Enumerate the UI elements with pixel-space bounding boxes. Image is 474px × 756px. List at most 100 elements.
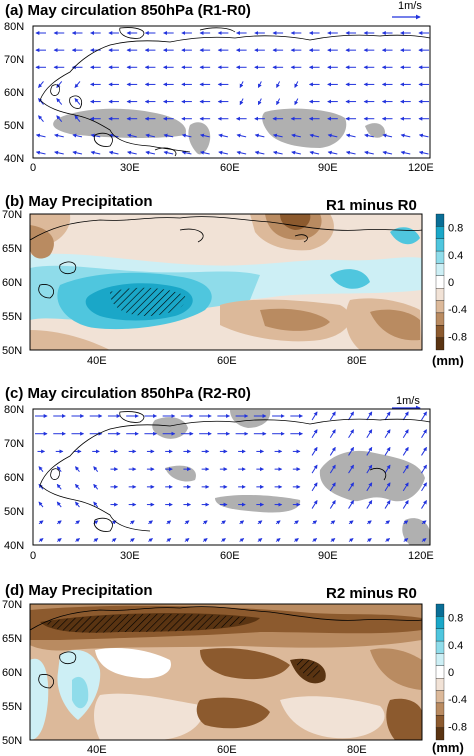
panel-b-label: R1 minus R0 (326, 197, 417, 214)
wind-vector (294, 538, 299, 543)
colorbar-swatch (435, 603, 445, 617)
wind-vector (54, 133, 64, 138)
panel-d-ytick-2: 60N (2, 667, 22, 679)
wind-vector (236, 133, 247, 138)
wind-vector (402, 464, 409, 474)
wind-vector (329, 464, 336, 474)
panel-a-ytick-2: 60N (4, 87, 24, 99)
wind-vector (38, 98, 44, 105)
wind-vector (93, 501, 99, 508)
wind-vector (309, 133, 320, 138)
wind-vector (254, 133, 265, 138)
panel-b-ytick-0: 70N (2, 209, 22, 221)
panel-d-ytick-4: 50N (2, 735, 22, 747)
panel-a-reference-vector: 1m/s (392, 0, 422, 20)
wind-vector (184, 538, 190, 543)
wind-vector (56, 483, 62, 490)
wind-vector (421, 520, 427, 525)
colorbar-tick-label: 0.8 (448, 613, 463, 625)
wind-vector (327, 133, 338, 138)
wind-vector (312, 538, 318, 543)
wind-vector (366, 446, 373, 456)
panel-b-colorbar: 0.8 0.4 0 -0.4 -0.8 (435, 213, 467, 351)
colorbar-swatch (435, 226, 445, 239)
wind-vector (199, 133, 210, 138)
wind-vector (366, 500, 373, 509)
panel-b-xtick-1: 60E (217, 355, 237, 367)
wind-vector (239, 81, 244, 89)
wind-vector (421, 538, 427, 543)
wind-vector (311, 482, 318, 492)
wind-vector (366, 464, 373, 474)
colorbar-tick-label: -0.4 (448, 304, 467, 316)
panel-d-ytick-3: 55N (2, 701, 22, 713)
panel-d-axes: 70N 65N 60N 55N 50N 40E 60E 80E (2, 599, 367, 756)
wind-vector (75, 520, 81, 525)
wind-vector (90, 150, 101, 155)
wind-vector (93, 483, 99, 490)
wind-vector (272, 150, 283, 155)
wind-vector (384, 411, 391, 421)
wind-vector (400, 150, 411, 155)
wind-vector (257, 538, 263, 543)
wind-vector (202, 520, 208, 525)
panel-b-ytick-4: 50N (2, 345, 22, 357)
wind-vector (421, 411, 427, 421)
panel-a-xtick-2: 60E (220, 162, 240, 174)
wind-vector (311, 464, 318, 474)
colorbar-swatch (435, 678, 445, 691)
wind-vector (236, 150, 247, 155)
wind-vector (345, 133, 356, 138)
wind-vector (145, 150, 156, 155)
wind-vector (384, 464, 391, 474)
colorbar-swatch (435, 300, 445, 314)
wind-vector (384, 429, 391, 438)
panel-b-axes: 70N 65N 60N 55N 50N 40E 60E 80E (2, 209, 367, 367)
wind-vector (348, 429, 354, 438)
colorbar-swatch (435, 628, 445, 642)
colorbar-swatch (435, 213, 445, 227)
wind-vector (56, 466, 62, 472)
wind-vector (38, 501, 44, 508)
wind-vector (385, 538, 391, 543)
wind-vector (54, 150, 64, 155)
panel-a-frame (32, 25, 431, 159)
panel-b: (b) May Precipitation R1 minus R0 (2, 193, 467, 368)
panel-a-title: (a) May circulation 850hPa (R1-R0) (5, 2, 251, 19)
wind-vector (108, 133, 119, 138)
wind-vector (327, 150, 338, 155)
panel-a-axes: 80N 70N 60N 50N 40N 0 30E 60E 90E 120E (4, 21, 434, 174)
wind-vector (418, 150, 429, 155)
colorbar-tick-label: 0.4 (448, 640, 463, 652)
wind-vector (35, 133, 46, 138)
panel-a-plot-area (33, 26, 430, 158)
wind-vector (221, 538, 226, 543)
wind-vector (38, 466, 44, 472)
colorbar-swatch (435, 616, 445, 629)
panel-c-coastlines (39, 411, 430, 532)
wind-vector (74, 81, 81, 88)
colorbar-tick-label: 0.8 (448, 223, 463, 235)
wind-vector (38, 483, 44, 490)
wind-vector (366, 520, 372, 525)
panel-a-xtick-3: 90E (318, 162, 338, 174)
wind-vector (272, 133, 283, 138)
wind-vector (366, 429, 373, 438)
panel-a: (a) May circulation 850hPa (R1-R0) 1m/s (4, 0, 434, 174)
wind-vector (311, 411, 318, 421)
wind-vector (166, 520, 172, 525)
colorbar-swatch (435, 238, 445, 252)
wind-vector (330, 538, 336, 543)
wind-vector (108, 150, 119, 155)
wind-vector (257, 81, 262, 89)
wind-vector (329, 500, 336, 509)
wind-vector (129, 520, 135, 525)
wind-vector (384, 446, 391, 456)
panel-c-ytick-3: 50N (4, 506, 24, 518)
panel-b-field (30, 214, 422, 350)
wind-vector (275, 538, 281, 543)
panel-a-reference-label: 1m/s (398, 0, 422, 12)
wind-vector (418, 133, 429, 138)
wind-vector (402, 482, 409, 492)
wind-vector (421, 482, 427, 492)
